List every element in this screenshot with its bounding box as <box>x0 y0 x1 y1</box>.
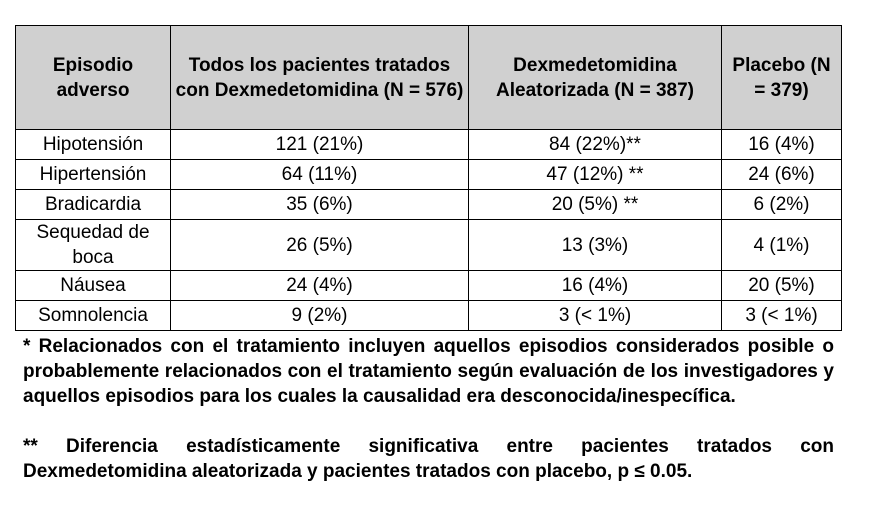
row-label: Hipertensión <box>15 159 171 190</box>
cell-todos: 64 (11%) <box>170 159 469 190</box>
table-row: Bradicardia 35 (6%) 20 (5%) ** 6 (2%) <box>15 189 842 220</box>
row-label: Hipotensión <box>15 129 171 160</box>
cell-aleatorizada: 20 (5%) ** <box>468 189 722 220</box>
cell-aleatorizada: 47 (12%) ** <box>468 159 722 190</box>
cell-placebo: 6 (2%) <box>721 189 842 220</box>
cell-todos: 35 (6%) <box>170 189 469 220</box>
footnotes: * Relacionados con el tratamiento incluy… <box>23 334 834 484</box>
header-todos-los-pacientes: Todos los pacientes tratados con Dexmede… <box>170 25 469 130</box>
footnote-significance: ** Diferencia estadísticamente significa… <box>23 436 834 482</box>
header-episodio-adverso: Episodio adverso <box>15 25 171 130</box>
cell-aleatorizada: 84 (22%)** <box>468 129 722 160</box>
cell-aleatorizada: 16 (4%) <box>468 270 722 301</box>
cell-todos: 121 (21%) <box>170 129 469 160</box>
cell-aleatorizada: 3 (< 1%) <box>468 300 722 331</box>
row-label: Somnolencia <box>15 300 171 331</box>
row-label: Náusea <box>15 270 171 301</box>
cell-placebo: 4 (1%) <box>721 219 842 271</box>
cell-placebo: 16 (4%) <box>721 129 842 160</box>
cell-aleatorizada: 13 (3%) <box>468 219 722 271</box>
cell-placebo: 24 (6%) <box>721 159 842 190</box>
table-row: Náusea 24 (4%) 16 (4%) 20 (5%) <box>15 270 842 301</box>
cell-placebo: 20 (5%) <box>721 270 842 301</box>
cell-todos: 26 (5%) <box>170 219 469 271</box>
table-row: Hipotensión 121 (21%) 84 (22%)** 16 (4%) <box>15 129 842 160</box>
row-label: Sequedad de boca <box>15 219 171 271</box>
adverse-events-table: Episodio adverso Todos los pacientes tra… <box>15 25 842 331</box>
row-label: Bradicardia <box>15 189 171 220</box>
table-row: Sequedad de boca 26 (5%) 13 (3%) 4 (1%) <box>15 219 842 271</box>
header-dexmedetomidina-aleatorizada: Dexmedetomidina Aleatorizada (N = 387) <box>468 25 722 130</box>
cell-todos: 9 (2%) <box>170 300 469 331</box>
cell-placebo: 3 (< 1%) <box>721 300 842 331</box>
header-placebo: Placebo (N = 379) <box>721 25 842 130</box>
footnote-related-treatment: * Relacionados con el tratamiento incluy… <box>23 336 834 407</box>
table-row: Somnolencia 9 (2%) 3 (< 1%) 3 (< 1%) <box>15 300 842 331</box>
table-row: Hipertensión 64 (11%) 47 (12%) ** 24 (6%… <box>15 159 842 190</box>
cell-todos: 24 (4%) <box>170 270 469 301</box>
table-header-row: Episodio adverso Todos los pacientes tra… <box>15 25 842 130</box>
